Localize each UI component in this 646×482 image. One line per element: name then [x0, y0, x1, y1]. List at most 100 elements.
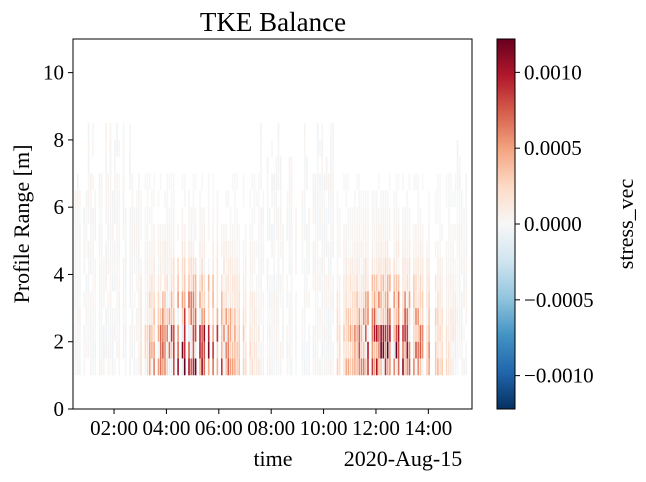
heatmap-cell: [131, 324, 134, 342]
heatmap-cell: [253, 190, 256, 208]
heatmap-cell: [380, 240, 382, 258]
heatmap-cell: [116, 308, 118, 325]
heatmap-cell: [380, 257, 382, 275]
heatmap-cell: [157, 291, 160, 309]
heatmap-cell: [282, 324, 284, 342]
heatmap-cell: [255, 274, 258, 292]
heatmap-cell: [393, 207, 395, 224]
heatmap-cell: [138, 173, 140, 191]
heatmap-cell: [203, 274, 206, 292]
heatmap-cell: [275, 291, 278, 309]
heatmap-cell: [98, 274, 101, 292]
heatmap-cell: [168, 274, 171, 292]
heatmap-cell: [251, 324, 254, 342]
heatmap-cell: [454, 257, 457, 275]
heatmap-cell: [358, 207, 361, 224]
heatmap-cell: [371, 341, 374, 359]
heatmap-cell: [151, 341, 153, 359]
heatmap-cell: [358, 324, 361, 342]
heatmap-cell: [323, 240, 326, 258]
y-tick-label: 4: [54, 262, 65, 286]
heatmap-cell: [216, 341, 219, 359]
heatmap-cell: [74, 291, 77, 309]
heatmap-cell: [380, 341, 382, 359]
heatmap-cell: [458, 173, 461, 191]
heatmap-cell: [330, 207, 332, 224]
heatmap-cell: [188, 324, 190, 342]
heatmap-cell: [303, 224, 306, 241]
heatmap-cell: [92, 308, 94, 325]
heatmap-cell: [100, 257, 103, 275]
heatmap-cell: [458, 341, 461, 359]
heatmap-cell: [227, 341, 230, 359]
heatmap-cell: [434, 358, 437, 376]
heatmap-cell: [234, 207, 236, 224]
heatmap-cell: [290, 358, 293, 376]
heatmap-cell: [373, 341, 376, 359]
heatmap-cell: [107, 240, 110, 258]
heatmap-cell: [454, 324, 457, 342]
heatmap-cell: [188, 341, 190, 359]
heatmap-cell: [122, 224, 125, 241]
heatmap-cell: [138, 257, 140, 275]
heatmap-cell: [376, 207, 378, 224]
heatmap-cell: [168, 341, 171, 359]
heatmap-cell: [111, 257, 114, 275]
heatmap-cell: [347, 291, 350, 309]
heatmap-cell: [450, 308, 452, 325]
heatmap-cell: [308, 207, 310, 224]
heatmap-cell: [262, 207, 265, 224]
heatmap-cell: [441, 358, 443, 376]
heatmap-cell: [118, 224, 120, 241]
heatmap-cell: [461, 341, 463, 359]
heatmap-cell: [162, 341, 164, 359]
heatmap-cell: [258, 224, 260, 241]
heatmap-cell: [111, 207, 114, 224]
heatmap-cell: [251, 308, 254, 325]
heatmap-cell: [439, 324, 441, 342]
heatmap-cell: [367, 224, 369, 241]
heatmap-cell: [397, 224, 400, 241]
heatmap-cell: [157, 274, 160, 292]
heatmap-cell: [354, 190, 356, 208]
heatmap-cell: [258, 173, 260, 191]
heatmap-cell: [301, 240, 304, 258]
heatmap-cell: [183, 173, 186, 191]
heatmap-cell: [386, 274, 389, 292]
heatmap-cell: [262, 240, 265, 258]
heatmap-cell: [166, 324, 168, 342]
heatmap-cell: [253, 207, 256, 224]
heatmap-cell: [356, 308, 358, 325]
heatmap-cell: [260, 240, 262, 258]
heatmap-cell: [380, 190, 382, 208]
heatmap-cell: [194, 274, 197, 292]
heatmap-cell: [236, 291, 238, 309]
heatmap-cell: [286, 190, 289, 208]
heatmap-cell: [303, 139, 306, 157]
heatmap-cell: [87, 207, 90, 224]
heatmap-cell: [251, 257, 254, 275]
heatmap-cell: [138, 341, 140, 359]
heatmap-cell: [144, 274, 147, 292]
heatmap-cell: [183, 240, 186, 258]
heatmap-cell: [183, 341, 186, 359]
heatmap-cell: [408, 358, 411, 376]
heatmap-cell: [456, 207, 459, 224]
heatmap-cell: [415, 324, 417, 342]
heatmap-cell: [122, 274, 125, 292]
heatmap-cell: [343, 173, 345, 191]
heatmap-cell: [330, 123, 332, 140]
heatmap-cell: [314, 341, 317, 359]
heatmap-cell: [352, 207, 354, 224]
heatmap-cell: [397, 240, 400, 258]
heatmap-cell: [445, 257, 448, 275]
heatmap-cell: [279, 274, 282, 292]
heatmap-cell: [146, 207, 149, 224]
heatmap-cell: [421, 341, 424, 359]
heatmap-cell: [90, 308, 92, 325]
heatmap-cell: [236, 173, 238, 191]
heatmap-cell: [221, 358, 223, 376]
heatmap-cell: [415, 240, 417, 258]
heatmap-cell: [362, 257, 365, 275]
